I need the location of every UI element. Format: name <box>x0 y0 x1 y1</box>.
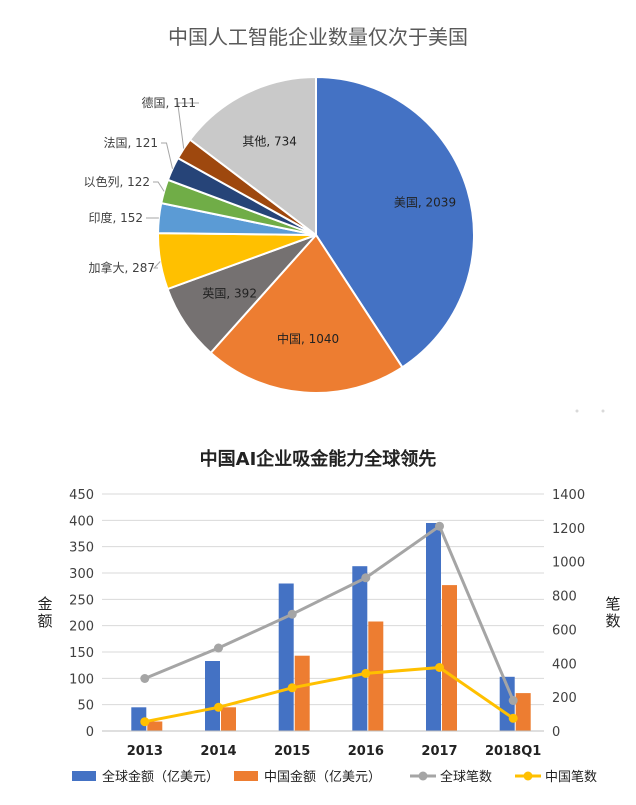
legend-swatch <box>72 771 96 781</box>
pie-leader-line <box>153 181 165 192</box>
legend-label: 中国笔数 <box>545 769 597 785</box>
line-global-count <box>144 523 515 702</box>
y-axis-title: 金 <box>37 595 52 613</box>
bar-china-amount <box>368 621 384 731</box>
pie-data-label: 以色列, 122 <box>83 175 150 189</box>
line-point <box>435 663 444 672</box>
line-point <box>287 683 297 693</box>
bar-china-amount <box>294 655 310 731</box>
line-point <box>140 674 150 683</box>
bar-global-amount <box>278 583 294 731</box>
divider-dot <box>601 409 605 413</box>
y2-tick-label: 1200 <box>552 522 585 537</box>
pie-data-label: 中国, 1040 <box>277 331 339 346</box>
pie-data-label: 印度, 152 <box>88 210 143 225</box>
line-point <box>287 609 297 619</box>
pie-data-label: 其他, 734 <box>242 135 297 149</box>
line-point <box>508 713 518 723</box>
line-point <box>361 668 371 678</box>
y-tick-label: 100 <box>69 672 94 687</box>
y2-tick-label: 0 <box>552 725 560 740</box>
y2-tick-label: 1000 <box>552 556 585 571</box>
line-china-count <box>144 665 515 724</box>
legend-swatch <box>234 771 258 781</box>
legend-marker <box>523 771 533 781</box>
x-tick-label: 2016 <box>348 744 384 759</box>
bar-global-amount <box>205 661 220 731</box>
y2-tick-label: 200 <box>552 691 577 706</box>
y2-axis-title: 笔 <box>605 595 620 613</box>
pie-slice-8 <box>188 75 317 238</box>
combo-chart: 0 50 100 150 200 250 300 350 400 450 0 200 400 600 800… <box>37 488 620 785</box>
y-tick-label: 400 <box>69 514 94 529</box>
y-tick-label: 350 <box>69 541 94 556</box>
pie-chart: 美国, 2039 中国, 1040 英国, 392 加拿大, 287 印度, 152 以色… <box>83 75 475 394</box>
bar-china-amount <box>221 707 236 731</box>
line-point <box>214 643 223 653</box>
line-point <box>361 573 371 583</box>
legend-label: 全球金额（亿美元） <box>102 769 219 785</box>
line-point <box>435 521 444 531</box>
divider-dot <box>575 409 579 413</box>
bar-china-amount <box>515 693 531 731</box>
legend-label: 全球笔数 <box>440 769 492 785</box>
pie-data-label: 英国, 392 <box>202 287 257 301</box>
y-tick-label: 450 <box>69 488 94 503</box>
pie-chart-title: 中国人工智能企业数量仅次于美国 <box>168 25 468 49</box>
bar-china-amount <box>147 721 163 731</box>
pie-data-label: 德国, 111 <box>141 95 196 110</box>
x-tick-label: 2013 <box>127 744 163 759</box>
x-tick-label: 2014 <box>200 744 236 759</box>
y-tick-label: 150 <box>69 646 94 661</box>
pie-data-label: 美国, 2039 <box>394 196 456 210</box>
y2-tick-label: 600 <box>552 623 577 638</box>
y2-tick-label: 1400 <box>552 488 585 503</box>
pie-leader-line <box>161 142 173 169</box>
y-axis-title: 额 <box>37 612 52 630</box>
pie-slice-1 <box>209 233 404 394</box>
y-tick-label: 200 <box>69 620 94 635</box>
y2-tick-label: 400 <box>552 657 577 672</box>
bar-global-amount <box>352 566 368 731</box>
pie-leader-line <box>153 261 161 269</box>
pie-data-label: 加拿大, 287 <box>88 260 155 275</box>
bar-china-amount <box>442 585 457 731</box>
x-tick-label: 2018Q1 <box>485 744 541 759</box>
pie-leader-line <box>177 102 199 149</box>
x-tick-label: 2015 <box>274 744 310 759</box>
y-tick-label: 50 <box>77 699 94 714</box>
y-tick-label: 0 <box>86 725 94 740</box>
y-tick-label: 250 <box>69 593 94 608</box>
pie-data-label: 法国, 121 <box>103 136 158 150</box>
legend-marker <box>418 771 428 781</box>
y-tick-label: 300 <box>69 567 94 582</box>
legend-label: 中国金额（亿美元） <box>264 769 381 785</box>
y2-axis-title: 数 <box>605 612 620 630</box>
line-point <box>214 702 223 712</box>
combo-chart-title: 中国AI企业吸金能力全球领先 <box>200 448 437 470</box>
y2-tick-label: 800 <box>552 590 577 605</box>
line-point <box>508 696 518 705</box>
x-tick-label: 2017 <box>421 744 457 759</box>
bar-global-amount <box>426 523 441 731</box>
line-point <box>140 717 150 727</box>
